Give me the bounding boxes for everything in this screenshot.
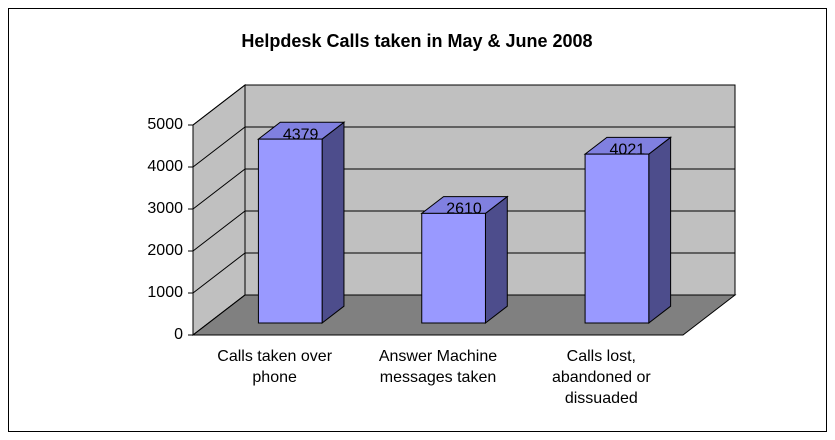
bar-side — [484, 195, 508, 325]
grid-line — [192, 210, 735, 252]
value-label: 2610 — [446, 201, 482, 218]
bar — [583, 136, 673, 325]
chart-title: Helpdesk Calls taken in May & June 2008 — [241, 31, 592, 51]
x-tick-label: Calls lost, abandoned or dissuaded — [551, 348, 651, 407]
grid-line — [192, 84, 735, 126]
y-tick-label: 1000 — [147, 284, 183, 301]
bar-side — [321, 121, 345, 325]
bar-front — [584, 153, 650, 324]
grid-line — [192, 252, 735, 294]
y-tick-label: 4000 — [147, 158, 183, 175]
x-tick-label: Answer Machine messages taken — [378, 348, 498, 386]
bar-side — [648, 136, 672, 325]
bar — [256, 121, 346, 325]
value-label: 4021 — [610, 141, 646, 158]
side-wall — [192, 83, 246, 337]
y-tick-label: 3000 — [147, 200, 183, 217]
grid-line — [192, 294, 735, 336]
value-label: 4379 — [283, 126, 319, 143]
bar-front — [257, 138, 323, 324]
bar-front — [421, 212, 486, 324]
grid-line — [192, 126, 735, 168]
y-tick-label: 5000 — [147, 116, 183, 133]
x-tick-label: Calls taken over phone — [217, 348, 333, 386]
y-tick-label: 2000 — [147, 242, 183, 259]
grid-line — [192, 168, 735, 210]
bar — [420, 195, 509, 325]
y-tick-label: 0 — [174, 326, 183, 343]
